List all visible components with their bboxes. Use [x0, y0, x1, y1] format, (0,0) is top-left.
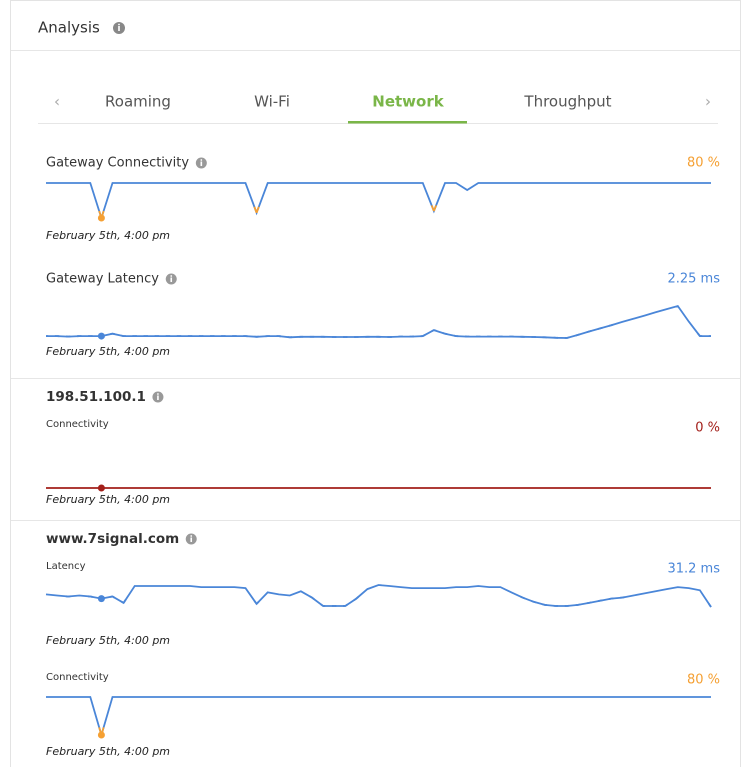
low-segment [431, 329, 435, 333]
section-title: 198.51.100.1 [46, 389, 146, 405]
highlight-dot [97, 731, 105, 739]
low-segment [112, 595, 116, 599]
low-segment [255, 206, 260, 214]
low-segment [586, 330, 590, 334]
info-icon [195, 157, 207, 169]
low-segment [597, 327, 601, 330]
tab-next[interactable]: › [705, 93, 711, 111]
current-value: 31.2 ms [667, 562, 720, 577]
low-segment [531, 600, 534, 603]
low-segment [610, 323, 614, 327]
timestamp: February 5th, 4:00 pm [46, 229, 170, 242]
highlight-dot [97, 484, 105, 492]
tab[interactable]: Roaming [105, 93, 171, 111]
section-title: Gateway Connectivity [46, 156, 189, 171]
info-icon [113, 22, 125, 34]
low-segment [519, 595, 523, 599]
timestamp: February 5th, 4:00 pm [46, 493, 170, 506]
sparkline [46, 696, 711, 739]
low-segment [122, 598, 127, 604]
low-segment [708, 603, 712, 608]
low-segment [433, 329, 437, 332]
low-segment [577, 333, 581, 336]
current-value: 2.25 ms [667, 272, 720, 287]
info-stem [170, 277, 173, 282]
current-value: 80 % [687, 156, 720, 171]
low-segment [566, 336, 570, 339]
low-segment [608, 324, 612, 327]
current-value: 0 % [695, 421, 720, 436]
low-segment [588, 330, 592, 333]
tab-prev[interactable]: ‹ [54, 93, 60, 111]
info-icon [185, 533, 197, 545]
info-dot [200, 159, 203, 161]
low-segment [320, 603, 324, 607]
low-segment [309, 595, 313, 599]
panel-title: Analysis [38, 19, 100, 37]
info-stem [157, 395, 159, 400]
low-segment [442, 332, 446, 335]
section-title: Gateway Latency [46, 272, 159, 287]
tab[interactable]: Wi-Fi [254, 93, 290, 111]
current-value: 80 % [687, 673, 720, 688]
panel-frame [10, 0, 741, 767]
highlight-dot [97, 595, 105, 603]
timestamp: February 5th, 4:00 pm [46, 634, 170, 647]
low-segment [255, 600, 260, 605]
low-segment [696, 332, 701, 337]
tab[interactable]: Network [372, 93, 444, 111]
timestamp: February 5th, 4:00 pm [46, 345, 170, 358]
low-segment [542, 603, 545, 606]
info-icon [152, 391, 164, 403]
info-dot [157, 393, 159, 395]
low-segment [522, 596, 526, 600]
info-stem [190, 537, 193, 542]
low-segment [599, 326, 603, 330]
tab-underline [348, 121, 467, 124]
low-segment [433, 205, 437, 212]
chart-label: Connectivity [46, 672, 109, 683]
low-segment [422, 334, 426, 337]
info-dot [190, 535, 193, 537]
sparkline [46, 182, 711, 221]
low-segment [311, 596, 315, 600]
info-stem [200, 161, 203, 166]
chart-label: Connectivity [46, 419, 109, 430]
highlight-dot [97, 332, 105, 340]
chart-label: Latency [46, 561, 86, 572]
tab[interactable]: Throughput [523, 93, 611, 111]
timestamp: February 5th, 4:00 pm [46, 745, 170, 758]
section-title: www.7signal.com [46, 531, 179, 547]
low-segment [575, 334, 579, 337]
highlight-dot [97, 214, 105, 222]
low-segment [353, 597, 357, 601]
low-segment [355, 596, 360, 600]
low-segment [120, 600, 125, 604]
low-segment [344, 603, 348, 607]
info-dot [170, 275, 173, 277]
info-icon [165, 273, 177, 285]
low-segment [533, 600, 537, 604]
